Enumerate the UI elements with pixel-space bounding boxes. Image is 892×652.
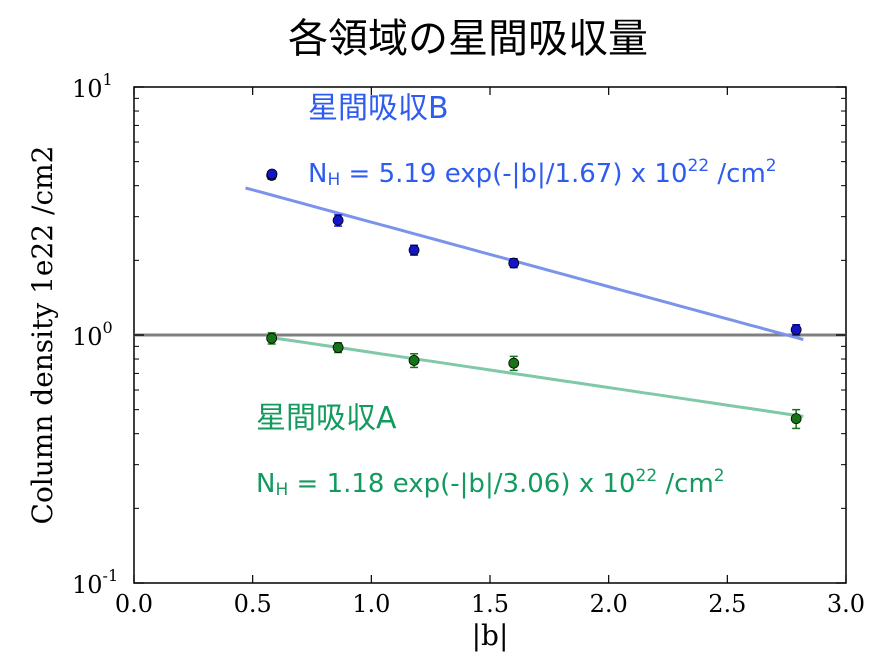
x-axis-label: |b| [472, 619, 509, 652]
data-point-b-4 [790, 324, 802, 336]
y-axis-label: Column density 1e22 /cm2 [26, 146, 59, 525]
y-tick-label-2: 101 [72, 70, 113, 103]
series-b-fit-label: NH = 5.19 exp(-|b|/1.67) x 1022 /cm2 [308, 156, 777, 190]
data-point-a-2 [408, 354, 420, 366]
series-b-name: 星間吸収B [308, 91, 449, 126]
series-a-fit-label: NH = 1.18 exp(-|b|/3.06) x 1022 /cm2 [256, 466, 725, 500]
data-point-a-1 [332, 342, 344, 353]
fit-lines [245, 186, 804, 418]
legend-marker-b-dot [266, 168, 278, 180]
x-tick-label-5: 2.5 [708, 590, 746, 618]
y-tick-label-1: 100 [72, 318, 113, 351]
data-point-a-0 [266, 332, 278, 344]
fit-line-a [271, 336, 804, 418]
data-points [266, 170, 802, 430]
x-tick-label-3: 1.5 [471, 590, 509, 618]
axis-ticks [133, 86, 847, 584]
x-tick-label-0: 0.0 [115, 590, 153, 618]
plot-area [133, 86, 847, 584]
chart-title: 各領域の星間吸収量 [288, 16, 648, 62]
x-tick-label-1: 0.5 [234, 590, 272, 618]
data-point-a-4 [790, 413, 802, 425]
x-tick-label-4: 2.0 [590, 590, 628, 618]
series-a-name: 星間吸収A [256, 401, 397, 436]
y-tick-labels: 10-1 100 101 [72, 70, 118, 599]
x-tick-label-6: 3.0 [827, 590, 865, 618]
x-tick-label-2: 1.0 [352, 590, 390, 618]
fit-line-b [245, 186, 804, 341]
data-point-b-3 [508, 257, 520, 269]
data-point-b-1 [332, 214, 344, 226]
x-tick-labels: 0.0 0.5 1.0 1.5 2.0 2.5 3.0 [115, 590, 865, 618]
data-point-b-2 [408, 244, 420, 256]
data-point-a-3 [508, 357, 520, 369]
y-tick-label-0: 10-1 [72, 566, 118, 599]
legend-marker-b [266, 168, 278, 180]
